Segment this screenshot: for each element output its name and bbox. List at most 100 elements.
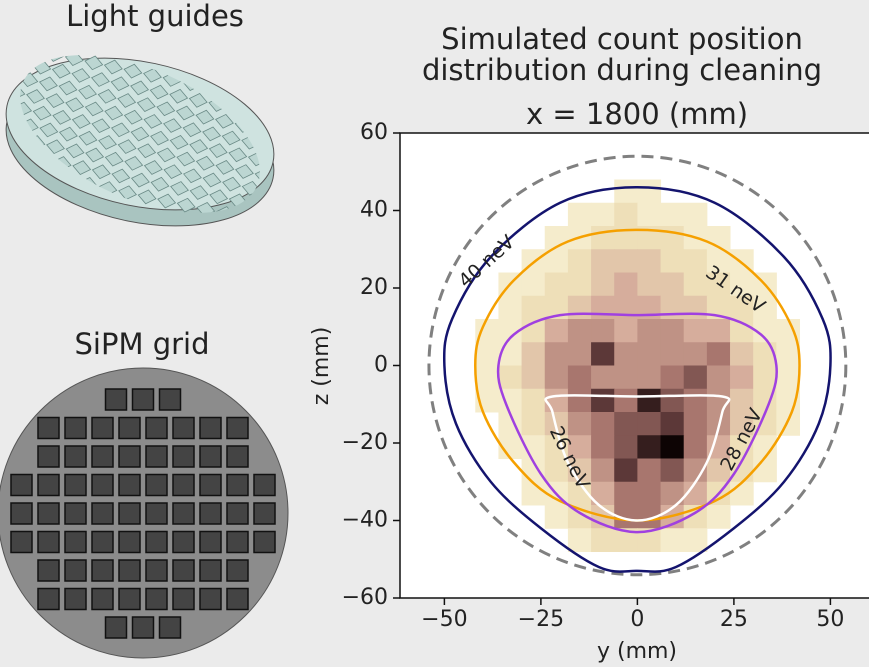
sipm-square [119, 503, 140, 524]
heatmap-cell [661, 203, 685, 227]
heatmap-cell [637, 273, 661, 297]
heatmap-cell [545, 505, 569, 529]
heatmap-cell [661, 389, 685, 413]
sipm-square [200, 503, 221, 524]
heatmap-cell [661, 366, 685, 390]
heatmap-cell [591, 389, 615, 413]
chart-subtitle: x = 1800 (mm) [526, 97, 748, 131]
heatmap-cell [568, 528, 592, 552]
heatmap-cell [637, 435, 661, 459]
sipm-square [65, 503, 86, 524]
heatmap-cell [545, 342, 569, 366]
y-tick-label: 0 [374, 353, 388, 378]
heatmap-cell [568, 366, 592, 390]
y-tick-label: 60 [360, 120, 388, 145]
panel-title: SiPM grid [75, 327, 210, 361]
heatmap-cell [661, 296, 685, 320]
sipm-square [160, 617, 181, 638]
x-tick-label: 50 [816, 607, 844, 632]
heatmap-cell [776, 366, 800, 390]
heatmap-cell [661, 459, 685, 483]
heatmap-cell [637, 366, 661, 390]
y-tick-label: −20 [342, 430, 388, 455]
sipm-square [173, 560, 194, 581]
x-axis-label: y (mm) [597, 639, 677, 664]
sipm-illustration [0, 368, 288, 658]
x-tick-label: 0 [630, 607, 644, 632]
sipm-square [119, 589, 140, 610]
sipm-square [106, 389, 127, 410]
x-tick-label: −25 [518, 607, 564, 632]
sipm-square [119, 532, 140, 553]
sipm-square [92, 503, 113, 524]
sipm-square [146, 589, 167, 610]
sipm-square [65, 589, 86, 610]
heatmap-cell [591, 435, 615, 459]
sipm-square [200, 446, 221, 467]
heatmap-cell [661, 342, 685, 366]
heatmap-cell [776, 342, 800, 366]
pyramid [240, 87, 261, 104]
heatmap-cell [568, 203, 592, 227]
pyramid [25, 42, 46, 59]
sipm-square [200, 589, 221, 610]
heatmap-cell [661, 528, 685, 552]
sipm-square [146, 560, 167, 581]
sipm-square [254, 503, 275, 524]
heatmap-cell [637, 389, 661, 413]
sipm-square [38, 589, 59, 610]
heatmap-cell [753, 459, 777, 483]
heatmap-cell [522, 389, 546, 413]
sipm-square [146, 532, 167, 553]
sipm-square [106, 617, 127, 638]
heatmap-cell [522, 273, 546, 297]
x-tick-label: 25 [720, 607, 748, 632]
y-axis-label: z (mm) [309, 327, 334, 406]
light-guide-illustration [0, 35, 290, 248]
heatmap-cell [498, 296, 522, 320]
heatmap-cell [614, 180, 638, 204]
sipm-square [65, 532, 86, 553]
heatmap-cell [753, 366, 777, 390]
sipm-square [92, 560, 113, 581]
heatmap-cell [568, 273, 592, 297]
sipm-square [200, 475, 221, 496]
heatmap-cell [661, 273, 685, 297]
chart-title: distribution during cleaning [422, 53, 822, 87]
heatmap-cell [545, 389, 569, 413]
sipm-square [133, 617, 154, 638]
heatmap-cell [707, 366, 731, 390]
sipm-square [119, 475, 140, 496]
heatmap-cell [591, 249, 615, 273]
heatmap-cell [684, 342, 708, 366]
sipm-square [119, 418, 140, 439]
heatmap-cell [522, 366, 546, 390]
heatmap-cell [545, 273, 569, 297]
sipm-square [11, 503, 32, 524]
sipm-square [227, 418, 248, 439]
heatmap-cell [591, 412, 615, 436]
heatmap-cell [591, 366, 615, 390]
heatmap-cell [637, 180, 661, 204]
sipm-square [227, 560, 248, 581]
heatmap-cell [684, 412, 708, 436]
sipm-square [133, 389, 154, 410]
heatmap-cell [614, 203, 638, 227]
heatmap-cell [614, 366, 638, 390]
sipm-square [254, 532, 275, 553]
heatmap-cell [661, 226, 685, 250]
panel-title: Light guides [66, 0, 244, 33]
sipm-square [38, 560, 59, 581]
sipm-square [38, 532, 59, 553]
heatmap-cell [707, 389, 731, 413]
sipm-square [65, 475, 86, 496]
sipm-square [173, 503, 194, 524]
sipm-square [200, 560, 221, 581]
sipm-square [92, 475, 113, 496]
heatmap-cell [707, 319, 731, 343]
heatmap-cell [522, 482, 546, 506]
page: {"panels": {"light_guides_title": "Light… [0, 0, 869, 667]
y-tick-label: −40 [342, 508, 388, 533]
heatmap-cell [684, 296, 708, 320]
sipm-square [65, 418, 86, 439]
